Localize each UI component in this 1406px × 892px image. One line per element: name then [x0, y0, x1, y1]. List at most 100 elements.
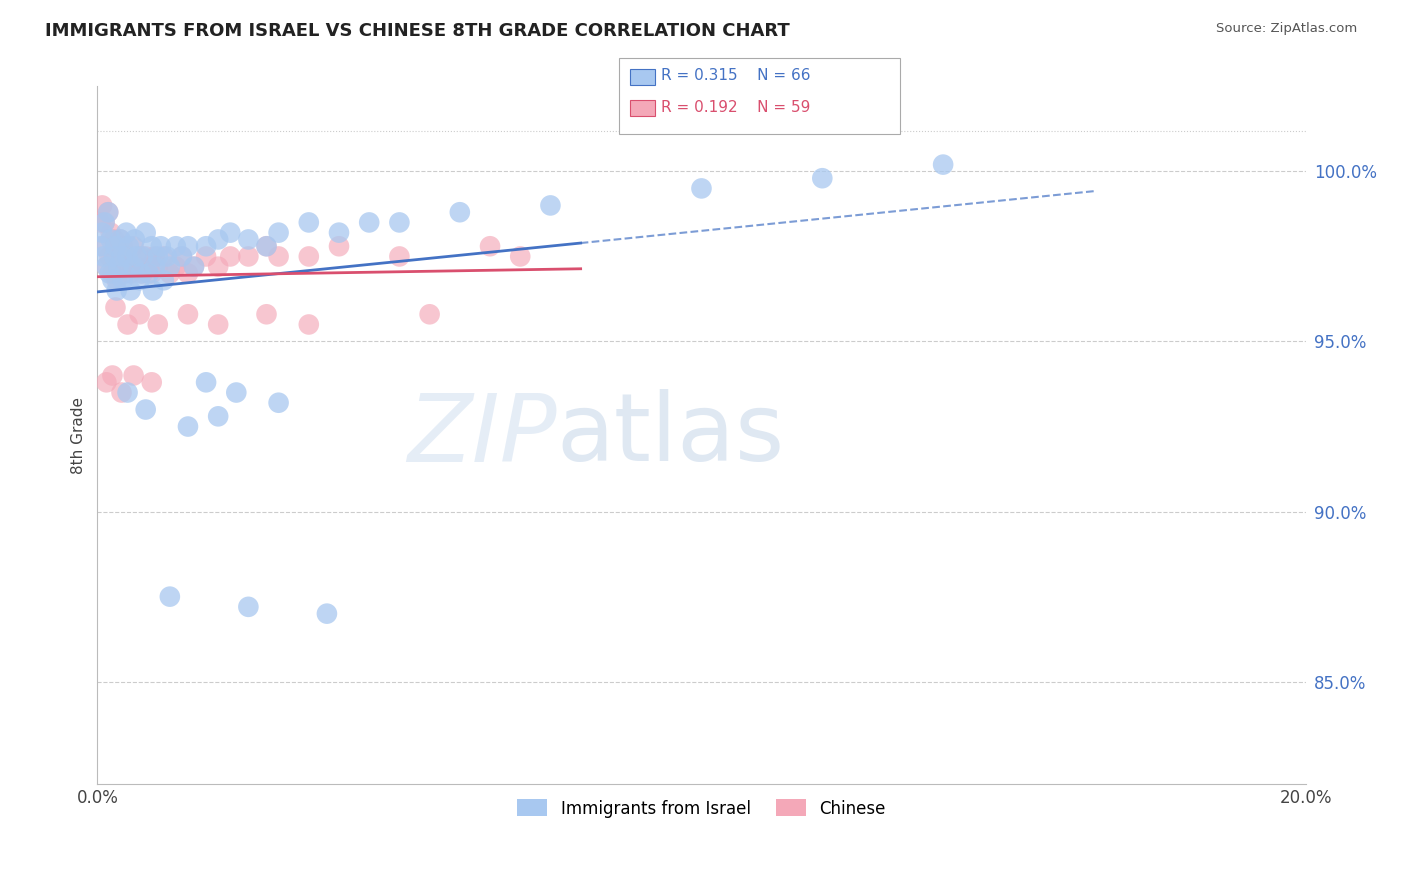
Text: atlas: atlas: [557, 389, 785, 481]
Point: [267, 250, 290, 264]
Point: [298, 318, 321, 332]
Point: [138, 260, 160, 274]
Point: [91, 198, 114, 212]
Point: [165, 260, 187, 274]
Point: [122, 260, 145, 274]
Text: R = 0.315    N = 66: R = 0.315 N = 66: [661, 69, 810, 83]
Point: [135, 226, 157, 240]
Point: [110, 232, 132, 246]
Point: [195, 376, 218, 390]
Text: Source: ZipAtlas.com: Source: ZipAtlas.com: [1216, 22, 1357, 36]
Point: [146, 318, 169, 332]
Point: [98, 250, 121, 264]
Point: [267, 395, 290, 409]
Point: [125, 260, 148, 274]
Point: [128, 273, 150, 287]
Point: [110, 250, 132, 264]
Point: [129, 267, 152, 281]
Point: [93, 215, 115, 229]
Point: [146, 250, 169, 264]
Point: [932, 158, 955, 172]
Point: [96, 260, 118, 274]
Point: [131, 250, 153, 264]
Point: [105, 273, 128, 287]
Point: [107, 260, 129, 274]
Point: [96, 260, 118, 274]
Point: [159, 267, 181, 281]
Point: [207, 409, 229, 424]
Point: [298, 215, 321, 229]
Point: [141, 239, 163, 253]
Point: [135, 250, 157, 264]
Point: [238, 599, 260, 614]
Y-axis label: 8th Grade: 8th Grade: [72, 397, 86, 474]
Point: [177, 419, 200, 434]
Point: [135, 402, 157, 417]
Point: [177, 307, 200, 321]
Point: [120, 267, 142, 281]
Point: [93, 239, 115, 253]
Text: R = 0.192    N = 59: R = 0.192 N = 59: [661, 100, 810, 114]
Point: [101, 273, 124, 287]
Point: [111, 239, 134, 253]
Point: [207, 318, 229, 332]
Point: [103, 250, 125, 264]
Point: [118, 239, 141, 253]
Point: [479, 239, 502, 253]
Point: [124, 232, 146, 246]
Point: [131, 267, 153, 281]
Point: [120, 284, 142, 298]
Point: [141, 267, 163, 281]
Point: [316, 607, 339, 621]
Point: [93, 215, 115, 229]
Point: [690, 181, 713, 195]
Point: [117, 250, 139, 264]
Point: [170, 250, 193, 264]
Point: [177, 267, 200, 281]
Point: [156, 250, 179, 264]
Point: [207, 260, 229, 274]
Point: [101, 368, 124, 383]
Point: [138, 267, 160, 281]
Point: [114, 267, 136, 281]
Point: [110, 232, 132, 246]
Point: [107, 260, 129, 274]
Point: [449, 205, 471, 219]
Point: [388, 250, 411, 264]
Point: [219, 250, 242, 264]
Point: [104, 239, 127, 253]
Point: [195, 239, 218, 253]
Point: [328, 239, 350, 253]
Point: [170, 250, 193, 264]
Point: [110, 385, 132, 400]
Point: [98, 267, 121, 281]
Point: [267, 226, 290, 240]
Point: [811, 171, 834, 186]
Point: [195, 250, 218, 264]
Point: [359, 215, 381, 229]
Point: [153, 250, 176, 264]
Point: [128, 307, 150, 321]
Point: [256, 239, 278, 253]
Point: [159, 260, 181, 274]
Point: [117, 318, 139, 332]
Point: [91, 226, 114, 240]
Point: [165, 239, 187, 253]
Point: [219, 226, 242, 240]
Point: [100, 232, 122, 246]
Point: [159, 590, 181, 604]
Legend: Immigrants from Israel, Chinese: Immigrants from Israel, Chinese: [510, 793, 893, 824]
Point: [117, 250, 139, 264]
Point: [256, 307, 278, 321]
Point: [115, 226, 138, 240]
Point: [97, 205, 120, 219]
Point: [256, 239, 278, 253]
Point: [143, 260, 166, 274]
Point: [96, 376, 118, 390]
Point: [177, 239, 200, 253]
Text: IMMIGRANTS FROM ISRAEL VS CHINESE 8TH GRADE CORRELATION CHART: IMMIGRANTS FROM ISRAEL VS CHINESE 8TH GR…: [45, 22, 790, 40]
Point: [110, 250, 132, 264]
Point: [388, 215, 411, 229]
Point: [142, 284, 165, 298]
Point: [538, 198, 561, 212]
